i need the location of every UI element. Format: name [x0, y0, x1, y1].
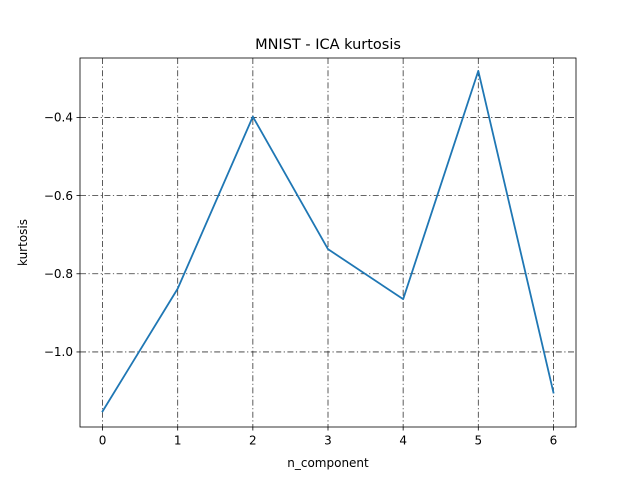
y-tick-label: −1.0	[44, 345, 73, 359]
x-axis-title: n_component	[287, 456, 369, 470]
x-tick-label: 5	[474, 434, 482, 448]
y-tick-label: −0.6	[44, 189, 73, 203]
x-tick-label: 0	[99, 434, 107, 448]
x-tick-label: 6	[550, 434, 558, 448]
x-tick-label: 1	[174, 434, 182, 448]
x-tick-label: 2	[249, 434, 257, 448]
tick-layer: 0 1 2 3 4 5 6 −1.0 −0.8 −0.6 −0.4	[44, 111, 557, 448]
y-tick-label: −0.8	[44, 267, 73, 281]
series-layer	[101, 70, 555, 413]
grid-layer	[80, 58, 576, 427]
y-axis-title: kurtosis	[16, 219, 30, 266]
series-line	[101, 70, 555, 413]
chart-title: MNIST - ICA kurtosis	[255, 37, 401, 53]
y-tick-label: −0.4	[44, 111, 73, 125]
x-tick-label: 3	[324, 434, 332, 448]
x-tick-label: 4	[399, 434, 407, 448]
